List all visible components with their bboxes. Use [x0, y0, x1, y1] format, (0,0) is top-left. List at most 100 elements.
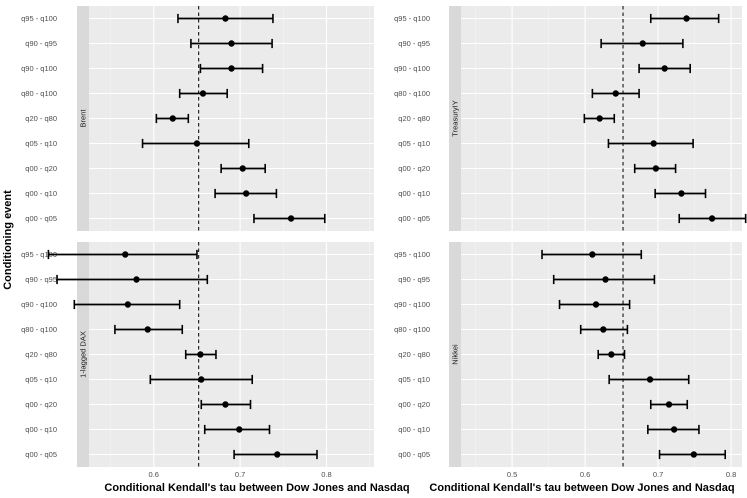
y-tick-label: q00 - q20 [25, 164, 57, 173]
y-tick-label: q00 - q10 [398, 189, 430, 198]
strip-background [449, 242, 461, 467]
data-point [690, 451, 698, 458]
y-axis-title: Conditioning event [2, 190, 14, 290]
error-bar [558, 299, 631, 310]
y-tick-label: q90 - q100 [21, 300, 57, 309]
error-bar [579, 324, 629, 335]
data-point [683, 15, 690, 22]
data-point [169, 115, 176, 122]
y-tick-label: q90 - q100 [21, 64, 57, 73]
panel-1-lagged-dax: 1-lagged DAX q95 - q100 q90 - q95 q90 - q10… [21, 242, 374, 479]
y-tick-label: q05 - q10 [398, 139, 430, 148]
y-tick-label: q90 - q100 [394, 300, 430, 309]
error-bar [633, 163, 677, 174]
strip-background [77, 6, 89, 231]
x-tick-label: 0.6 [149, 470, 159, 479]
error-bar [233, 449, 318, 460]
error-bar [200, 399, 252, 410]
data-point [602, 276, 609, 283]
data-point [242, 190, 250, 197]
y-tick-label: q05 - q10 [398, 375, 430, 384]
x-tick-label: 0.8 [321, 470, 331, 479]
error-bar [654, 188, 707, 199]
strip-background [77, 242, 89, 467]
error-bar [638, 63, 691, 74]
data-point [612, 90, 619, 97]
error-bar [591, 88, 640, 99]
error-bar [177, 13, 274, 24]
data-point [193, 140, 201, 147]
data-point [650, 140, 657, 147]
y-tick-label: q90 - q95 [398, 275, 430, 284]
strip-label: Nikkei [451, 344, 460, 365]
x-tick-label: 0.5 [507, 470, 517, 479]
y-tick-label: q90 - q95 [398, 39, 430, 48]
error-bar [600, 38, 684, 49]
panel-brent: Brent q95 - q100 q90 - q95 q90 - q100 q80 - … [21, 6, 374, 231]
data-point [665, 401, 673, 408]
data-point [287, 215, 295, 222]
data-point [608, 351, 615, 358]
x-axis-title-right: Conditional Kendall's tau between Dow Jo… [429, 482, 734, 494]
y-tick-label: q05 - q10 [25, 375, 57, 384]
data-point [133, 276, 140, 283]
panel-nikkei: Nikkei q95 - q100 q90 - q95 q90 - q100 q80 -… [394, 242, 742, 479]
error-bar [155, 113, 190, 124]
data-point [592, 301, 600, 308]
y-tick-label: q00 - q20 [398, 164, 430, 173]
error-bar [141, 138, 250, 149]
error-bar [649, 13, 720, 24]
error-bar [190, 38, 273, 49]
y-tick-label: q95 - q100 [394, 250, 430, 259]
data-point [661, 65, 668, 72]
data-point [274, 451, 281, 458]
error-bar [552, 274, 656, 285]
panels-layer: Brent q95 - q100 q90 - q95 q90 - q100 q80 - … [21, 6, 747, 479]
y-tick-label: q20 - q80 [25, 350, 57, 359]
y-tick-label: q00 - q10 [398, 425, 430, 434]
data-point [678, 190, 685, 197]
error-bar [184, 349, 217, 360]
error-bar [203, 424, 271, 435]
error-bar [607, 138, 694, 149]
y-tick-label: q00 - q20 [25, 400, 57, 409]
data-point [600, 326, 607, 333]
data-point [144, 326, 151, 333]
data-point [222, 401, 229, 408]
error-bar [649, 399, 689, 410]
data-point [124, 301, 132, 308]
data-point [228, 65, 235, 72]
error-bar [220, 163, 266, 174]
y-tick-label: q00 - q05 [398, 450, 430, 459]
x-tick-label: 0.6 [580, 470, 590, 479]
data-point [222, 15, 229, 22]
data-point [670, 426, 678, 433]
x-tick-label: 0.7 [235, 470, 245, 479]
y-tick-label: q80 - q100 [394, 325, 430, 334]
data-point [589, 251, 596, 258]
strip-label: 1-lagged DAX [79, 331, 88, 378]
y-tick-label: q80 - q100 [21, 325, 57, 334]
data-point [197, 351, 204, 358]
x-tick-label: 0.8 [726, 470, 736, 479]
y-tick-label: q20 - q80 [398, 114, 430, 123]
error-bar [178, 88, 228, 99]
error-bar [597, 349, 626, 360]
y-tick-label: q00 - q10 [25, 425, 57, 434]
data-point [708, 215, 716, 222]
data-point [652, 165, 660, 172]
strip-label: Brent [79, 109, 88, 128]
error-bar [647, 424, 700, 435]
data-point [199, 90, 207, 97]
error-bar [114, 324, 184, 335]
error-bar [214, 188, 278, 199]
y-tick-label: q05 - q10 [25, 139, 57, 148]
y-tick-label: q90 - q95 [25, 39, 57, 48]
y-tick-label: q20 - q80 [25, 114, 57, 123]
y-tick-label: q90 - q100 [394, 64, 430, 73]
data-point [198, 376, 205, 383]
data-point [228, 40, 235, 47]
y-tick-label: q80 - q100 [21, 89, 57, 98]
data-point [239, 165, 246, 172]
